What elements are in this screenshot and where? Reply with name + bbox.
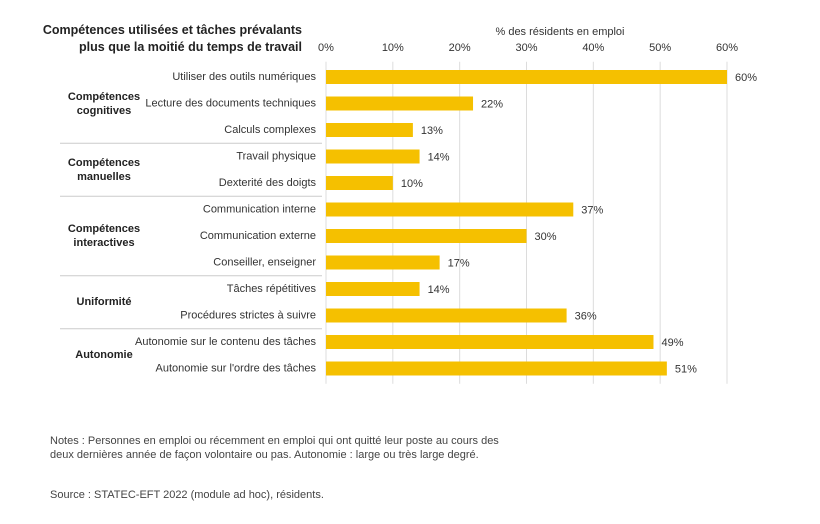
bar bbox=[326, 70, 727, 84]
bar bbox=[326, 149, 420, 164]
x-axis-label: % des résidents en emploi bbox=[495, 26, 624, 38]
category-label: Communication interne bbox=[203, 203, 316, 215]
bar bbox=[326, 308, 567, 323]
value-label: 17% bbox=[448, 257, 470, 269]
value-label: 13% bbox=[421, 125, 443, 137]
value-label: 37% bbox=[581, 204, 603, 216]
bar bbox=[326, 96, 474, 111]
notes: Notes : Personnes en emploi ou récemment… bbox=[50, 435, 499, 461]
bar bbox=[326, 335, 654, 349]
category-label: Utiliser des outils numériques bbox=[172, 71, 316, 83]
category-label: Autonomie sur le contenu des tâches bbox=[135, 336, 317, 348]
x-tick-label: 50% bbox=[649, 42, 671, 54]
bar bbox=[326, 255, 440, 270]
x-tick-label: 40% bbox=[582, 42, 604, 54]
group-label: Compétences cognitives bbox=[67, 90, 141, 117]
value-label: 51% bbox=[675, 363, 697, 375]
bar bbox=[326, 229, 527, 243]
value-label: 10% bbox=[401, 178, 423, 190]
value-label: 22% bbox=[481, 98, 503, 110]
category-label: Conseiller, enseigner bbox=[213, 256, 316, 268]
x-tick-label: 10% bbox=[382, 42, 404, 54]
bar bbox=[326, 282, 420, 296]
value-label: 49% bbox=[661, 337, 683, 349]
value-label: 14% bbox=[428, 151, 450, 163]
x-tick-label: 20% bbox=[449, 42, 471, 54]
category-label: Tâches répétitives bbox=[227, 283, 317, 295]
category-label: Communication externe bbox=[200, 230, 316, 242]
value-label: 14% bbox=[428, 284, 450, 296]
category-label: Procédures strictes à suivre bbox=[180, 309, 316, 321]
x-tick-label: 0% bbox=[318, 42, 334, 54]
group-label: Autonomie bbox=[75, 349, 133, 362]
group-label: Compétences manuelles bbox=[67, 156, 141, 183]
x-tick-label: 30% bbox=[515, 42, 537, 54]
bar bbox=[326, 176, 393, 190]
bar bbox=[326, 202, 574, 217]
group-label: Compétences interactives bbox=[67, 223, 141, 249]
x-tick-label: 60% bbox=[716, 42, 738, 54]
category-label: Travail physique bbox=[236, 150, 316, 162]
bar bbox=[326, 123, 413, 137]
value-label: 60% bbox=[735, 72, 757, 84]
category-label: Lecture des documents techniques bbox=[145, 97, 316, 109]
source: Source : STATEC-EFT 2022 (module ad hoc)… bbox=[50, 489, 324, 501]
category-label: Autonomie sur l'ordre des tâches bbox=[156, 362, 317, 374]
category-label: Calculs complexes bbox=[224, 124, 316, 136]
value-label: 36% bbox=[575, 310, 597, 322]
group-label: Uniformité bbox=[76, 296, 132, 309]
bar bbox=[326, 361, 667, 376]
value-label: 30% bbox=[535, 231, 557, 243]
category-label: Dexterité des doigts bbox=[219, 177, 317, 189]
chart-title: Compétences utilisées et tâches prévalan… bbox=[42, 23, 302, 54]
